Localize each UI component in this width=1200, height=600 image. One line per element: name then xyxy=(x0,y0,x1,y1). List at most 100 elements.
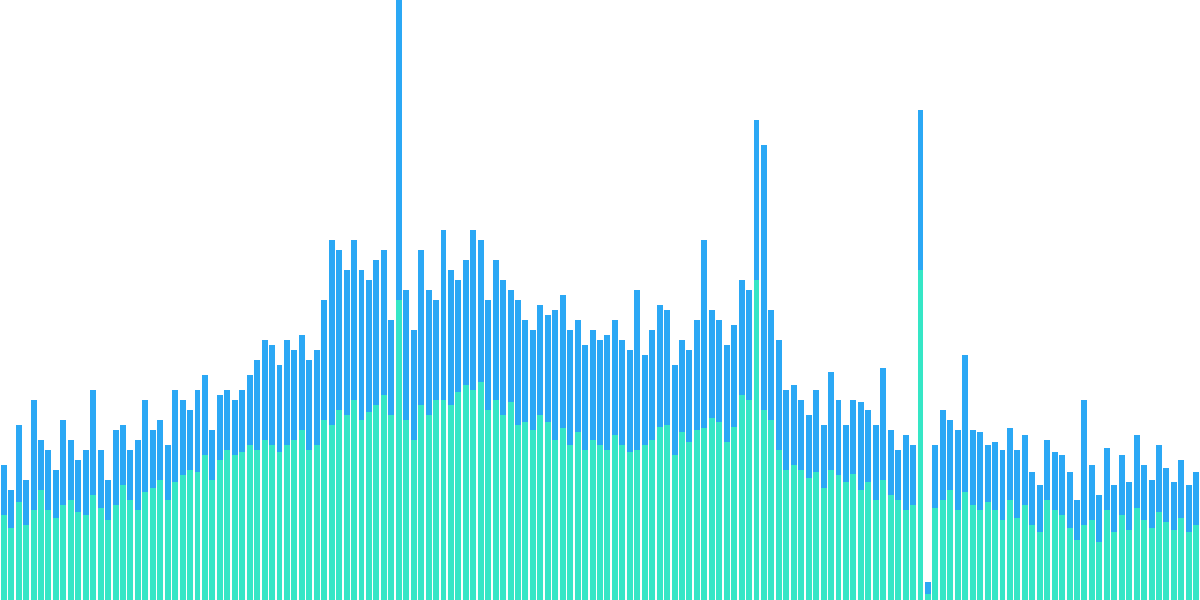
bar xyxy=(657,305,663,600)
bar-segment-top xyxy=(888,430,894,495)
bar xyxy=(306,360,312,600)
bar xyxy=(746,290,752,600)
bar xyxy=(1171,482,1177,600)
bar-segment-bottom xyxy=(970,505,976,600)
bar xyxy=(351,240,357,600)
bar-segment-bottom xyxy=(947,490,953,600)
bar-segment-bottom xyxy=(105,520,111,600)
bar-segment-bottom xyxy=(120,485,126,600)
bar xyxy=(1044,440,1050,600)
bar xyxy=(724,345,730,600)
bar xyxy=(142,400,148,600)
bar-segment-bottom xyxy=(500,415,506,600)
bar-segment-top xyxy=(239,390,245,452)
bar xyxy=(754,120,760,600)
bar-segment-top xyxy=(1149,480,1155,528)
bar xyxy=(277,365,283,600)
bar-segment-bottom xyxy=(388,415,394,600)
bar xyxy=(224,390,230,600)
bar-segment-bottom xyxy=(1141,520,1147,600)
bar-segment-top xyxy=(642,355,648,445)
bar-segment-top xyxy=(1171,482,1177,530)
bar-segment-top xyxy=(873,425,879,500)
bar xyxy=(1037,485,1043,600)
bar xyxy=(575,320,581,600)
bar-segment-bottom xyxy=(642,445,648,600)
bar-segment-top xyxy=(172,390,178,482)
bar-segment-bottom xyxy=(821,488,827,600)
bar xyxy=(180,400,186,600)
bar xyxy=(1141,465,1147,600)
bar-segment-top xyxy=(761,145,767,410)
bar-segment-top xyxy=(977,432,983,510)
bar-segment-top xyxy=(947,420,953,490)
bar xyxy=(418,250,424,600)
bar-segment-bottom xyxy=(1052,510,1058,600)
bar-segment-top xyxy=(157,420,163,480)
bar-segment-bottom xyxy=(45,510,51,600)
bar-segment-bottom xyxy=(1119,515,1125,600)
bar-segment-bottom xyxy=(977,510,983,600)
bar-segment-bottom xyxy=(962,492,968,600)
bar-segment-top xyxy=(955,430,961,510)
bar xyxy=(426,290,432,600)
bar-segment-top xyxy=(344,270,350,415)
bar xyxy=(783,390,789,600)
bar-segment-bottom xyxy=(150,488,156,600)
bar-segment-top xyxy=(701,240,707,428)
bar-segment-bottom xyxy=(843,482,849,600)
bar xyxy=(396,0,402,600)
bar-segment-bottom xyxy=(306,450,312,600)
bar xyxy=(947,420,953,600)
bar-segment-bottom xyxy=(1081,525,1087,600)
bar-segment-top xyxy=(336,250,342,410)
bar-segment-top xyxy=(865,410,871,482)
bar xyxy=(828,372,834,600)
bar xyxy=(359,270,365,600)
bar xyxy=(90,390,96,600)
bar-segment-top xyxy=(880,368,886,480)
bar-segment-top xyxy=(23,480,29,525)
bar-segment-bottom xyxy=(1171,530,1177,600)
bar-segment-top xyxy=(940,410,946,500)
bar-segment-top xyxy=(142,400,148,492)
bar-segment-bottom xyxy=(1000,520,1006,600)
bar-segment-bottom xyxy=(1029,525,1035,600)
bar-segment-top xyxy=(180,400,186,475)
bar-segment-top xyxy=(798,400,804,470)
bar-segment-top xyxy=(1037,485,1043,532)
bar-segment-bottom xyxy=(299,430,305,600)
bar-segment-bottom xyxy=(776,450,782,600)
bar xyxy=(1193,472,1199,600)
bar xyxy=(239,390,245,600)
bar-segment-top xyxy=(783,390,789,470)
bar-segment-bottom xyxy=(597,445,603,600)
bar xyxy=(508,290,514,600)
bar xyxy=(1029,472,1035,600)
bar xyxy=(627,350,633,600)
bar-segment-top xyxy=(746,290,752,400)
bar-segment-top xyxy=(522,320,528,422)
bar xyxy=(157,420,163,600)
bar xyxy=(664,310,670,600)
bar-segment-bottom xyxy=(195,472,201,600)
bar xyxy=(545,315,551,600)
bar-segment-bottom xyxy=(560,428,566,600)
bar-segment-bottom xyxy=(545,422,551,600)
bar-segment-top xyxy=(83,450,89,515)
bar-segment-top xyxy=(791,385,797,465)
bar xyxy=(806,415,812,600)
bar xyxy=(701,240,707,600)
bar-segment-top xyxy=(396,0,402,300)
bar-segment-top xyxy=(127,450,133,500)
bar-segment-bottom xyxy=(463,385,469,600)
bar xyxy=(113,430,119,600)
bar xyxy=(858,402,864,600)
bar xyxy=(411,330,417,600)
bar xyxy=(314,350,320,600)
bar xyxy=(120,425,126,600)
bar-segment-bottom xyxy=(232,455,238,600)
bar-segment-bottom xyxy=(694,430,700,600)
bar-segment-bottom xyxy=(1014,518,1020,600)
bar-segment-top xyxy=(992,442,998,510)
